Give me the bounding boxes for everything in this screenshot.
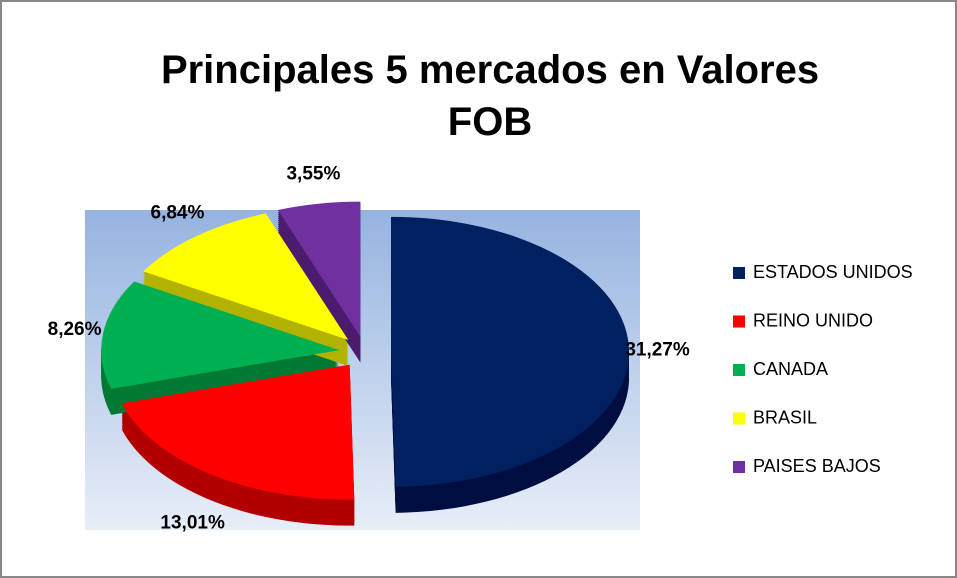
data-label: 13,01% <box>160 513 225 534</box>
pie-slice <box>390 216 629 487</box>
legend-swatch <box>733 461 745 473</box>
pie-slice <box>277 201 361 337</box>
legend-swatch <box>733 267 745 279</box>
data-label: 31,27% <box>625 339 690 360</box>
data-label: 3,55% <box>286 164 340 185</box>
pie-slice <box>143 213 349 341</box>
legend-label: CANADA <box>753 359 828 379</box>
legend-label: PAISES BAJOS <box>753 456 881 476</box>
legend-label: ESTADOS UNIDOS <box>753 262 913 282</box>
legend-swatch <box>733 315 745 328</box>
legend-label: REINO UNIDO <box>753 310 873 330</box>
legend-swatch <box>733 364 745 376</box>
legend: ESTADOS UNIDOS REINO UNIDO CANADA BRASIL PAI… <box>733 262 913 476</box>
legend-label: BRASIL <box>753 407 817 427</box>
data-label: 8,26% <box>48 319 102 340</box>
pie-slice <box>121 364 355 500</box>
slices <box>101 201 629 500</box>
legend-swatch <box>733 412 745 425</box>
pie-slice <box>101 281 340 389</box>
data-labels: 31,27% 13,01% 8,26% 6,84% 3,55% <box>48 164 690 534</box>
data-label: 6,84% <box>151 203 205 224</box>
chart-title: Principales 5 mercados en Valores FOB <box>160 48 820 144</box>
